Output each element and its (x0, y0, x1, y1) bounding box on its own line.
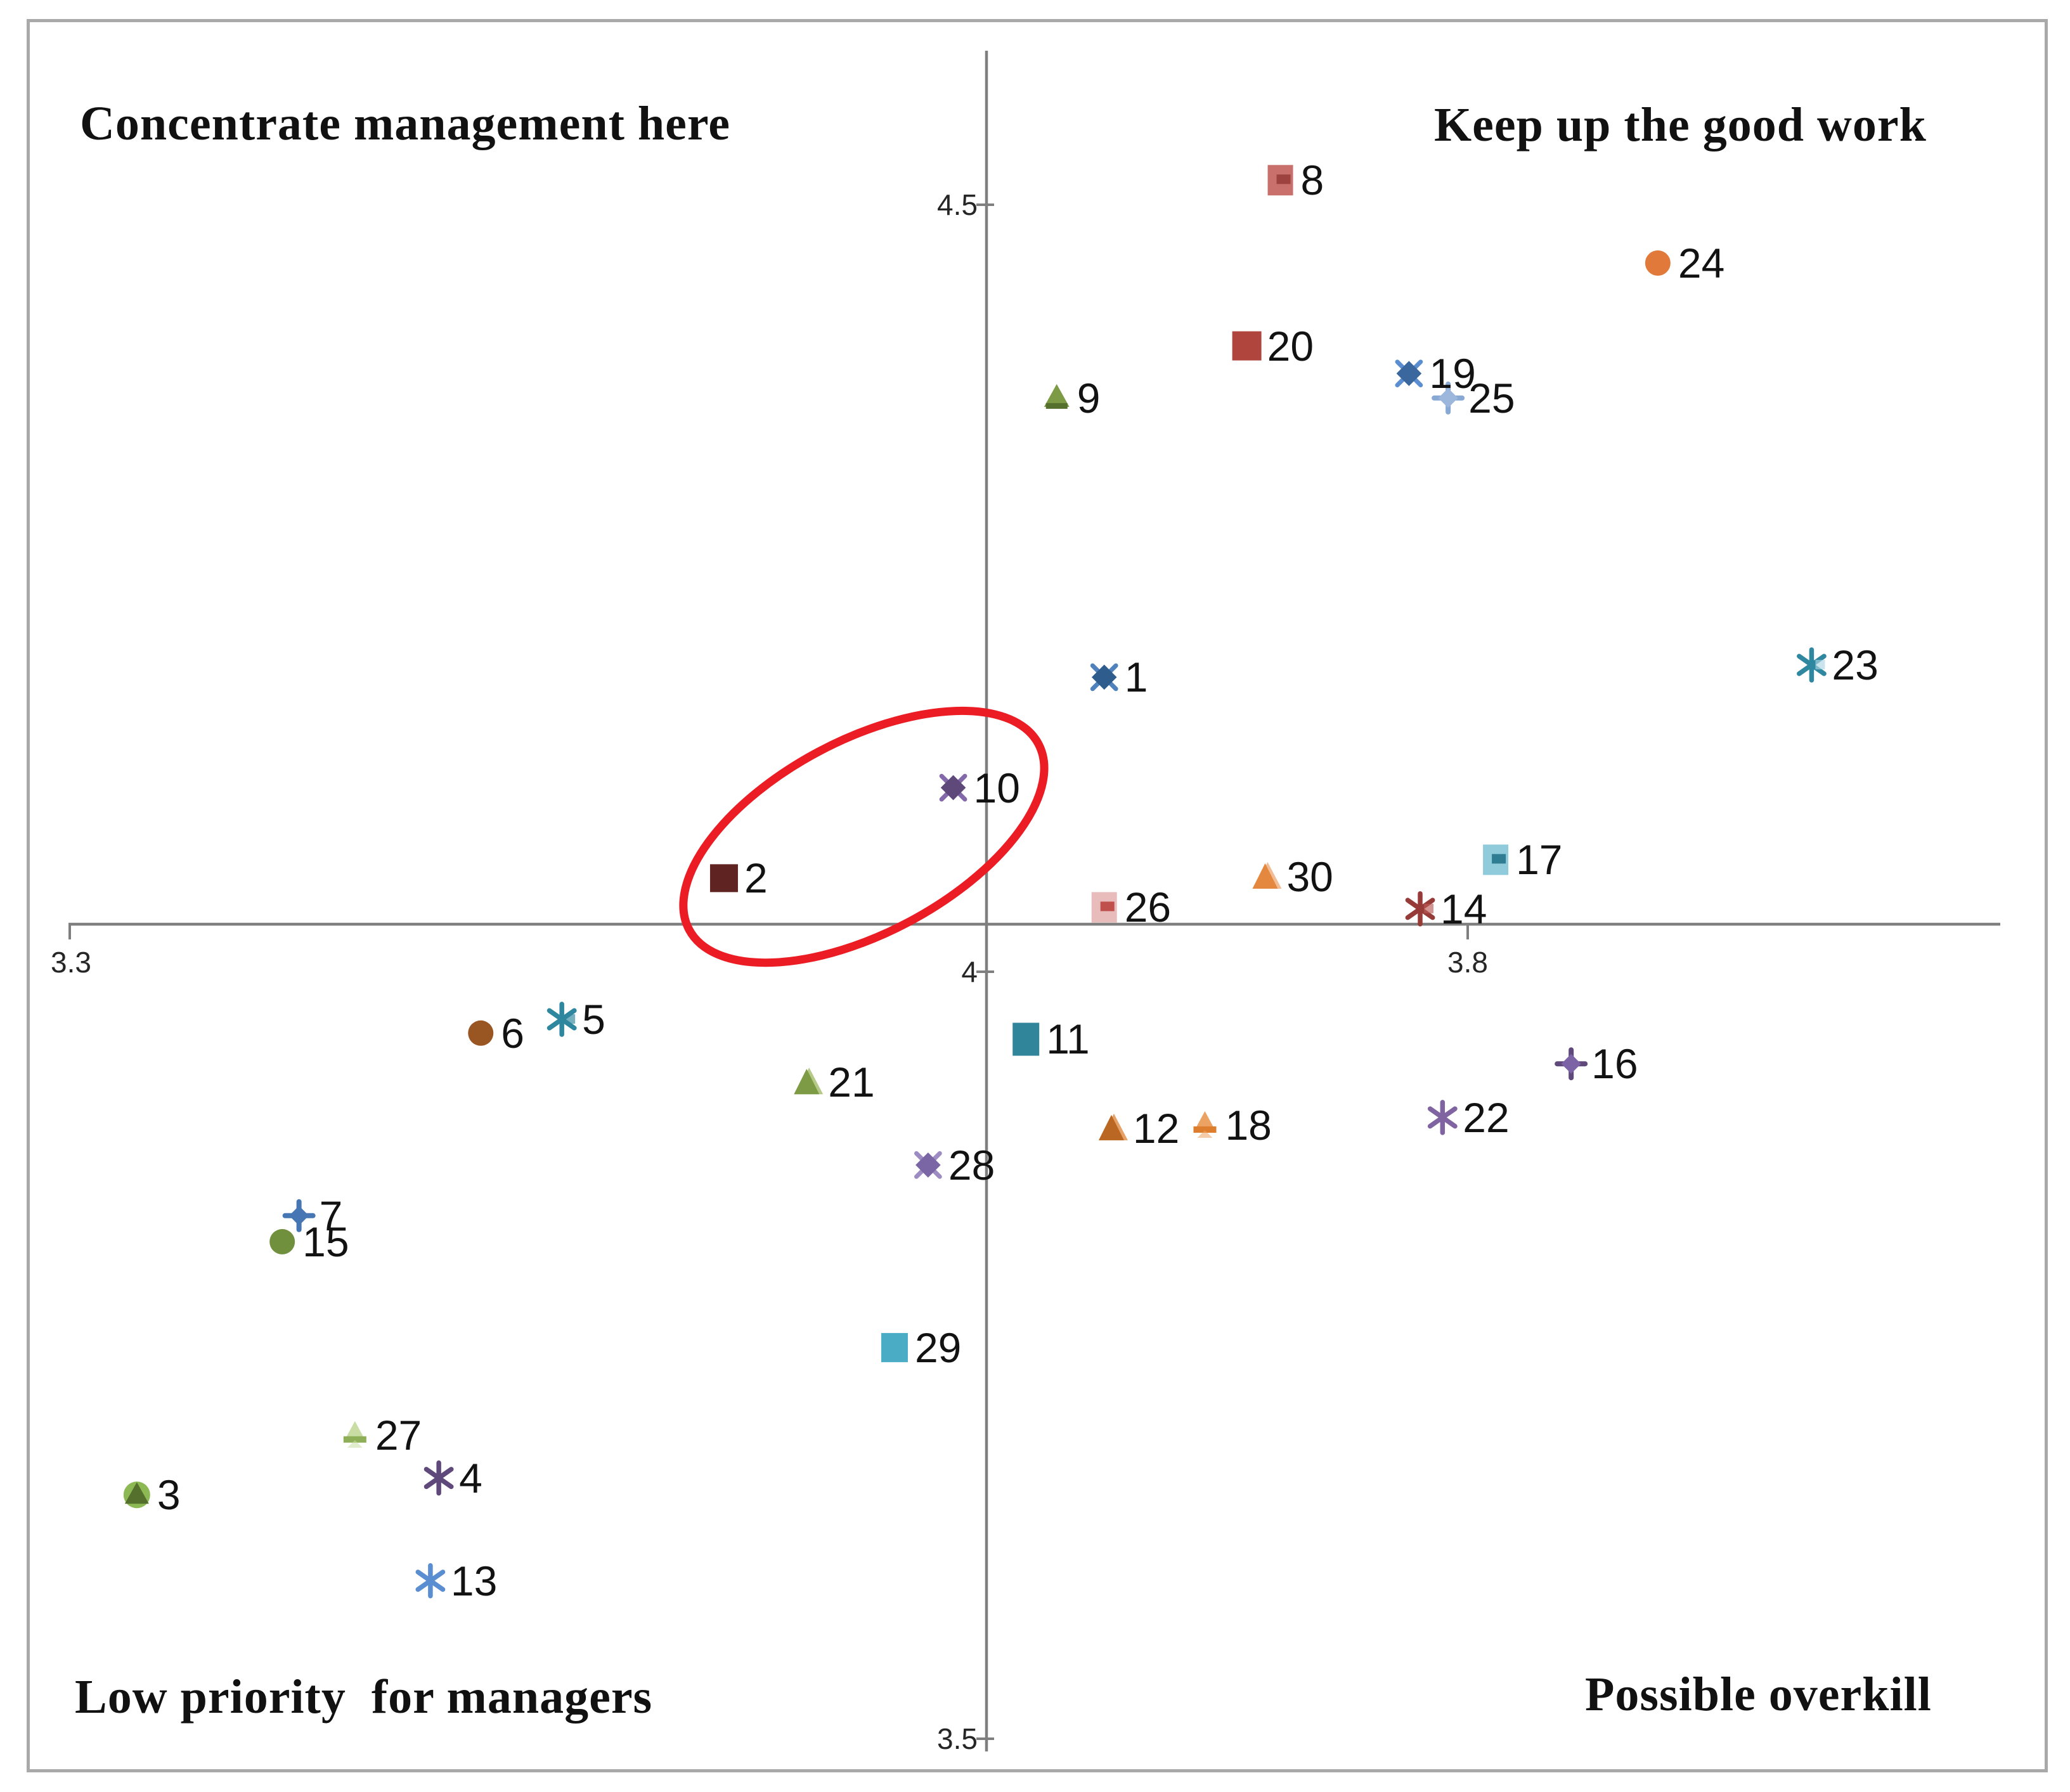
point-marker-4 (424, 1460, 454, 1496)
y-axis-tick-4: 4 (961, 955, 978, 988)
point-label-30: 30 (1286, 853, 1333, 900)
point-label-8: 8 (1300, 157, 1324, 204)
point-marker-24 (1645, 250, 1671, 276)
point-label-24: 24 (1678, 239, 1725, 287)
point-marker-10 (939, 773, 967, 802)
point-marker-19 (1395, 359, 1423, 388)
point-label-21: 21 (828, 1059, 875, 1106)
point-label-14: 14 (1440, 885, 1487, 932)
point-label-18: 18 (1225, 1102, 1272, 1149)
point-marker-1 (1090, 663, 1118, 692)
point-marker-22 (1427, 1100, 1458, 1135)
point-marker-25 (1432, 381, 1465, 415)
point-label-1: 1 (1124, 654, 1148, 701)
point-marker-12 (1098, 1113, 1128, 1140)
point-label-2: 2 (744, 854, 768, 902)
point-label-19: 19 (1429, 350, 1476, 397)
point-marker-5 (547, 1002, 577, 1037)
point-label-13: 13 (450, 1557, 498, 1604)
point-marker-9 (1044, 384, 1070, 409)
point-label-11: 11 (1046, 1015, 1090, 1063)
point-marker-29 (881, 1332, 908, 1362)
quadrant-label-low-priority: Low priority for managers (75, 1670, 653, 1724)
point-label-16: 16 (1591, 1040, 1638, 1088)
point-label-28: 28 (948, 1141, 995, 1189)
point-label-20: 20 (1267, 322, 1314, 370)
point-marker-21 (794, 1067, 824, 1095)
point-label-4: 4 (459, 1454, 482, 1502)
y-axis-tick-4-5: 4.5 (937, 188, 978, 221)
quadrant-label-concentrate: Concentrate management here (80, 97, 730, 150)
point-label-5: 5 (582, 996, 605, 1043)
point-marker-15 (269, 1228, 295, 1254)
point-marker-26 (1091, 892, 1117, 923)
highlight-ellipse (679, 706, 1049, 967)
point-marker-8 (1267, 165, 1293, 196)
x-axis-tick-3-8: 3.8 (1447, 946, 1488, 979)
point-marker-20 (1232, 331, 1262, 361)
point-marker-27 (343, 1421, 366, 1448)
point-label-25: 25 (1468, 374, 1515, 422)
point-label-17: 17 (1516, 836, 1563, 884)
point-label-23: 23 (1832, 641, 1879, 688)
point-label-15: 15 (302, 1218, 349, 1265)
y-axis-tick-3-5: 3.5 (937, 1722, 978, 1755)
point-label-29: 29 (914, 1324, 962, 1371)
point-marker-11 (1012, 1022, 1040, 1056)
point-marker-28 (914, 1151, 942, 1179)
point-label-22: 22 (1463, 1093, 1510, 1141)
point-marker-30 (1252, 861, 1282, 889)
point-label-27: 27 (375, 1411, 422, 1459)
point-marker-16 (1555, 1047, 1588, 1081)
point-label-26: 26 (1124, 884, 1172, 931)
point-label-10: 10 (973, 764, 1020, 811)
point-marker-6 (468, 1020, 494, 1046)
chart-outer-frame (27, 19, 2048, 1772)
point-label-6: 6 (501, 1009, 524, 1057)
point-label-7: 7 (319, 1192, 343, 1239)
quadrant-label-overkill: Possible overkill (1585, 1668, 1932, 1721)
point-marker-14 (1405, 891, 1435, 927)
point-marker-3 (123, 1481, 150, 1509)
point-marker-17 (1483, 844, 1509, 875)
quadrant-label-keep-up: Keep up the good work (1434, 98, 1927, 151)
x-axis-tick-3-3: 3.3 (51, 946, 91, 979)
point-marker-13 (415, 1563, 446, 1599)
point-marker-2 (709, 864, 738, 893)
point-label-9: 9 (1077, 374, 1101, 422)
point-marker-23 (1797, 647, 1827, 683)
point-marker-18 (1193, 1111, 1217, 1138)
point-label-12: 12 (1132, 1104, 1180, 1152)
point-label-3: 3 (157, 1471, 181, 1519)
